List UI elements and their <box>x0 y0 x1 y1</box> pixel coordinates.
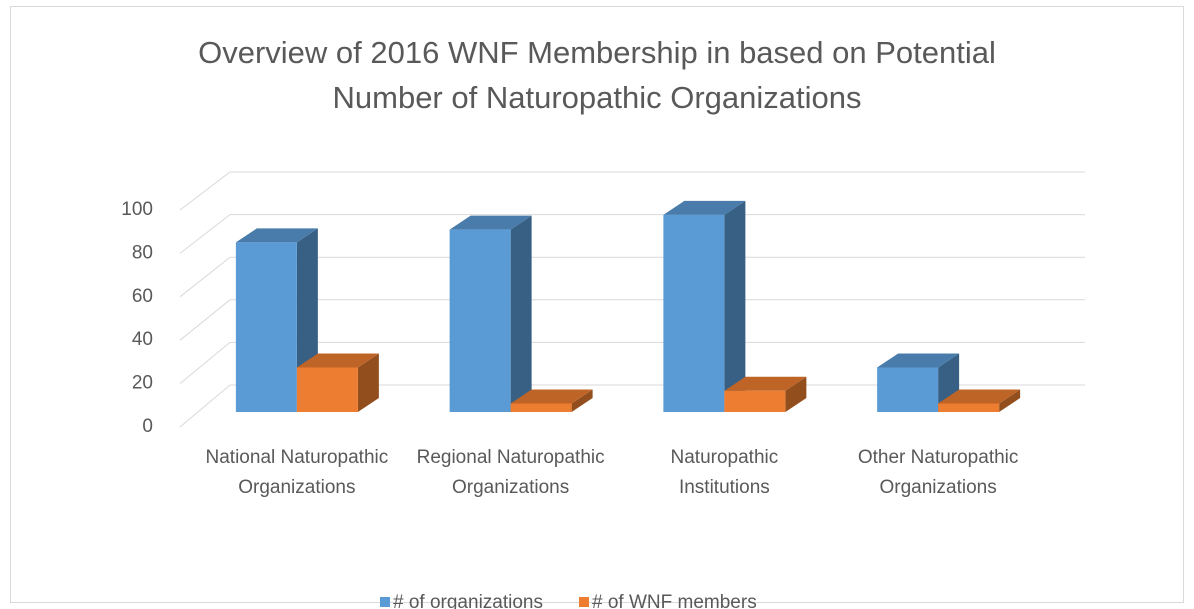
x-tick-label: Other Naturopathic Organizations <box>857 447 1019 498</box>
bar-front <box>663 214 725 412</box>
bar-top <box>877 353 960 368</box>
bar-top <box>510 389 593 404</box>
bar-front <box>724 390 786 412</box>
y-tick-label: 0 <box>142 416 153 437</box>
bar-front <box>938 403 1000 412</box>
grid-line <box>179 341 1085 384</box>
y-tick-label: 40 <box>132 329 153 350</box>
bar-top <box>938 389 1021 404</box>
grid-line <box>179 256 1085 298</box>
y-tick-label: 60 <box>132 286 153 307</box>
bar-top <box>724 376 807 391</box>
bar-top <box>235 228 318 243</box>
bar-front <box>449 229 511 412</box>
bar-top <box>449 215 532 230</box>
x-tick-label: Regional Naturopathic Organizations <box>416 447 605 498</box>
bar-front <box>510 403 572 412</box>
legend-swatch <box>380 597 390 607</box>
bar <box>877 353 960 412</box>
bar-side <box>724 200 746 412</box>
y-tick-label: 80 <box>132 242 153 263</box>
bar-side <box>999 389 1021 412</box>
legend-swatch <box>579 597 589 607</box>
bar-top <box>663 200 746 215</box>
bar-side <box>571 389 593 412</box>
grid-line <box>179 171 1085 211</box>
x-tick-label: Naturopathic Institutions <box>670 447 779 498</box>
chart-title: Overview of 2016 WNF Membership in based… <box>198 35 996 115</box>
legend-label: # of WNF members <box>592 592 757 609</box>
bar-side <box>785 376 807 412</box>
grid-line <box>179 214 1085 254</box>
bar-front <box>877 367 939 412</box>
bar <box>510 389 593 412</box>
bar <box>938 389 1021 412</box>
bar-side <box>510 215 532 412</box>
bar <box>724 376 807 412</box>
bar-front <box>235 242 297 412</box>
legend-label: # of organizations <box>393 592 543 609</box>
bar <box>296 353 379 412</box>
grid-line <box>179 299 1085 341</box>
bar-top <box>296 353 379 368</box>
bar-front <box>296 367 358 412</box>
bar-side <box>357 353 379 412</box>
y-tick-label: 20 <box>132 373 153 394</box>
bar <box>663 200 746 412</box>
chart-border <box>10 6 1184 603</box>
x-tick-label: National Naturopathic Organizations <box>205 447 389 498</box>
bar <box>449 215 532 412</box>
y-tick-label: 100 <box>121 199 153 220</box>
